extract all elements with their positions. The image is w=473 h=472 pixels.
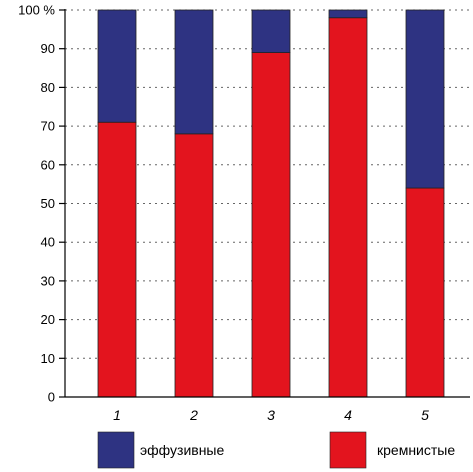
y-tick-label-100: 100 %	[18, 3, 55, 18]
bar-2-series-1	[174, 9, 214, 135]
bar-3-series-1	[251, 9, 291, 53]
axes	[59, 9, 470, 398]
legend-label-эффузивные: эффузивные	[140, 442, 224, 458]
y-tick-label-80: 80	[41, 80, 55, 95]
x-category-labels: 1 2 3 4 5	[113, 407, 429, 423]
legend-label-кремнистые: кремнистые	[377, 442, 455, 458]
bar-3-series-0	[251, 52, 291, 398]
y-tick-label-30: 30	[41, 273, 55, 288]
y-tick-label-70: 70	[41, 119, 55, 134]
y-tick-label-50: 50	[41, 196, 55, 211]
x-category-label-5: 5	[421, 407, 429, 423]
legend: эффузивные кремнистые	[97, 431, 455, 469]
x-category-label-3: 3	[267, 407, 275, 423]
x-category-label-1: 1	[113, 407, 121, 423]
x-category-label-4: 4	[344, 407, 352, 423]
y-tick-label-10: 10	[41, 351, 55, 366]
bar-5-series-0	[405, 187, 445, 398]
bars	[97, 9, 445, 398]
y-tick-label-40: 40	[41, 235, 55, 250]
y-tick-labels: 0 10 20 30 40 50 60 70 80 90 100 %	[18, 3, 55, 405]
bar-5-series-1	[405, 9, 445, 189]
bar-2-series-0	[174, 133, 214, 398]
bar-4-series-1	[328, 9, 368, 19]
bar-1-series-1	[97, 9, 137, 123]
x-category-label-2: 2	[189, 407, 198, 423]
legend-swatch-эффузивные	[97, 431, 135, 469]
legend-swatch-кремнистые	[329, 431, 367, 469]
y-tick-label-90: 90	[41, 41, 55, 56]
y-tick-label-20: 20	[41, 312, 55, 327]
y-tick-label-0: 0	[48, 390, 55, 405]
bar-4-series-0	[328, 17, 368, 398]
y-tick-label-60: 60	[41, 157, 55, 172]
bar-1-series-0	[97, 121, 137, 398]
